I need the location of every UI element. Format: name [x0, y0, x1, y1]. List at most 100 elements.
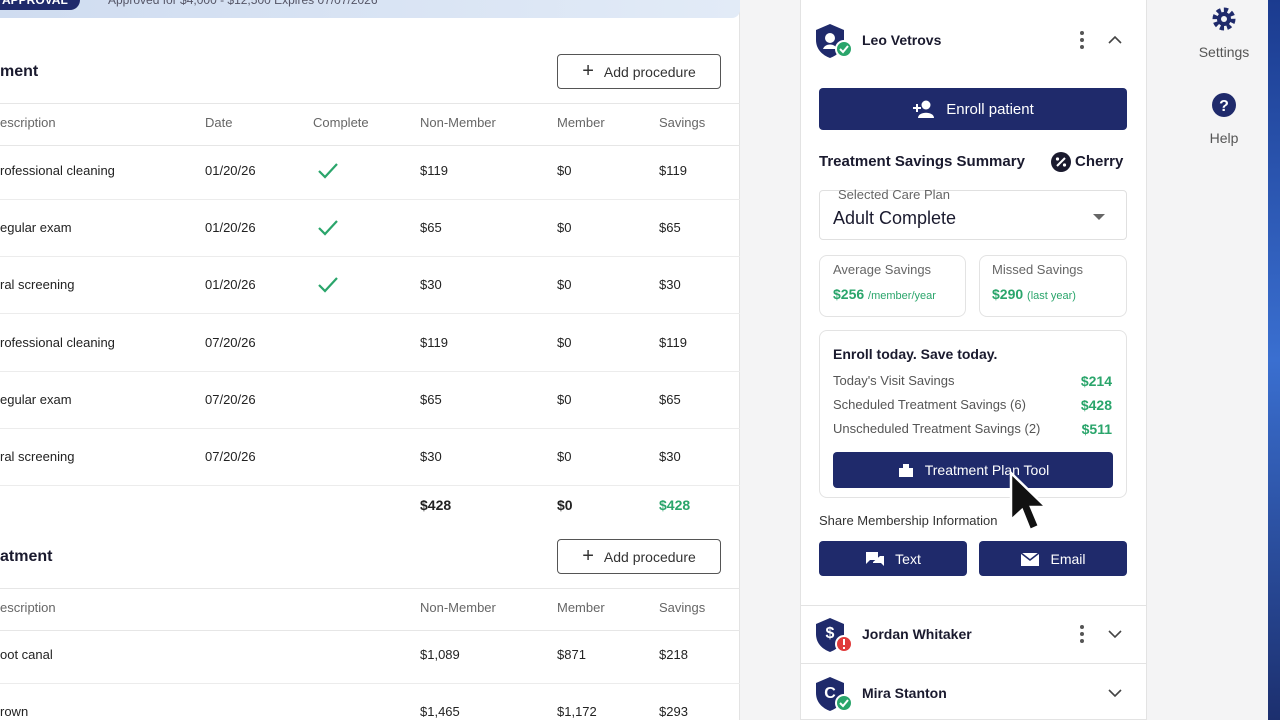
total-cell: $0 [557, 497, 573, 513]
more-menu[interactable] [1076, 624, 1088, 644]
cell: $0 [557, 391, 572, 407]
dropdown-arrow [1093, 214, 1105, 220]
cell: oot canal [0, 647, 53, 662]
svg-text:$: $ [826, 625, 835, 642]
help-label[interactable]: Help [1209, 130, 1239, 146]
patient-name[interactable]: Mira Stanton [862, 685, 947, 701]
cell: $65 [420, 391, 442, 407]
patient-name[interactable]: Jordan Whitaker [862, 626, 972, 642]
savings-value: $428 [1080, 397, 1112, 413]
column-header: Savings [659, 115, 706, 130]
cell: 01/20/26 [205, 220, 256, 236]
brand-name: Cherry [1075, 153, 1124, 170]
add-procedure-label: Add procedure [603, 63, 696, 80]
section-title: ment [0, 63, 39, 80]
collapse-icon[interactable] [1107, 34, 1123, 46]
column-header: escription [0, 600, 56, 615]
enroll-label: Enroll patient [946, 100, 1034, 118]
approval-banner: APPROVAL Approved for $4,000 - $12,500 E… [0, 0, 740, 18]
row-divider [0, 256, 740, 258]
svg-text:?: ? [1219, 98, 1229, 115]
savings-label: Scheduled Treatment Savings (6) [833, 397, 1026, 412]
divider [800, 663, 1147, 664]
complete-check [317, 275, 339, 295]
column-header: escription [0, 115, 56, 130]
plan-select[interactable] [819, 190, 1127, 240]
cell: ral screening [0, 277, 75, 293]
enroll-heading: Enroll today. Save today. [833, 346, 998, 362]
help-icon[interactable]: ? [1211, 92, 1237, 118]
section-title: atment [0, 548, 53, 565]
approval-badge: APPROVAL [0, 0, 80, 10]
missed-value: $290 (last year) [992, 284, 1076, 304]
text-button[interactable]: Text [819, 541, 967, 576]
plan-label: Selected Care Plan [838, 187, 951, 202]
add-procedure-label: Add procedure [603, 548, 696, 565]
column-header: Non-Member [420, 600, 496, 615]
patient-name[interactable]: Leo Vetrovs [862, 32, 942, 48]
expand-icon[interactable] [1107, 687, 1123, 699]
patient-avatar [816, 24, 853, 58]
complete-check [317, 161, 339, 181]
plus-icon: + [582, 545, 594, 567]
mouse-cursor [1009, 470, 1050, 532]
cell: $30 [420, 449, 442, 464]
procedure-panel [0, 0, 740, 720]
cell: rown [0, 704, 29, 719]
brand-logo [1051, 152, 1071, 172]
settings-label[interactable]: Settings [1198, 44, 1250, 60]
row-divider [0, 683, 740, 684]
enroll-button[interactable]: Enroll patient [819, 88, 1127, 130]
row-divider [0, 485, 740, 486]
cell: 01/20/26 [205, 277, 256, 293]
cell: 07/20/26 [205, 334, 256, 350]
plan-value: Adult Complete [833, 208, 957, 228]
expand-icon[interactable] [1107, 628, 1123, 640]
cell: $119 [659, 163, 687, 178]
text-icon [866, 551, 885, 566]
cell: $65 [420, 220, 442, 236]
row-divider [0, 199, 740, 200]
cell: $1,172 [557, 704, 597, 719]
approval-text: Approved for $4,000 - $12,500 Expires 07… [108, 0, 378, 7]
cell: rofessional cleaning [0, 334, 115, 350]
header-divider [0, 630, 740, 631]
summary-title: Treatment Savings Summary [819, 153, 1025, 170]
column-header: Member [557, 115, 605, 130]
email-label: Email [1050, 550, 1086, 567]
cell: $0 [557, 163, 572, 178]
add-procedure-button[interactable]: + Add procedure [557, 539, 721, 574]
share-label: Share Membership Information [819, 513, 998, 528]
cell: $0 [557, 220, 572, 236]
cell: rofessional cleaning [0, 163, 115, 178]
cell: $0 [557, 277, 572, 293]
svg-text:C: C [824, 685, 836, 702]
add-procedure-button[interactable]: + Add procedure [557, 54, 721, 89]
divider [800, 605, 1147, 606]
cell: $30 [659, 449, 681, 464]
cell: $119 [420, 163, 448, 178]
enroll-card [819, 330, 1127, 498]
row-divider [0, 370, 740, 372]
more-menu[interactable] [1076, 30, 1088, 50]
total-cell: $428 [659, 497, 691, 513]
tool-button[interactable]: Treatment Plan Tool [833, 452, 1113, 488]
cell: $0 [557, 449, 572, 464]
patient-avatar: $ [816, 618, 853, 653]
cell: egular exam [0, 220, 72, 236]
missed-label: Missed Savings [992, 262, 1084, 277]
average-value: $256 /member/year [833, 284, 936, 304]
settings-icon[interactable] [1211, 6, 1237, 32]
cell: $65 [659, 220, 681, 236]
email-icon [1021, 551, 1040, 566]
savings-label: Today's Visit Savings [833, 373, 955, 388]
email-button[interactable]: Email [979, 541, 1127, 576]
column-header: Member [557, 600, 605, 615]
header-divider [0, 145, 740, 146]
section-divider [0, 103, 740, 104]
missed-unit: (last year) [1027, 290, 1076, 302]
cell: $1,465 [420, 704, 460, 719]
complete-check [317, 218, 339, 238]
desktop-edge [1268, 0, 1280, 720]
